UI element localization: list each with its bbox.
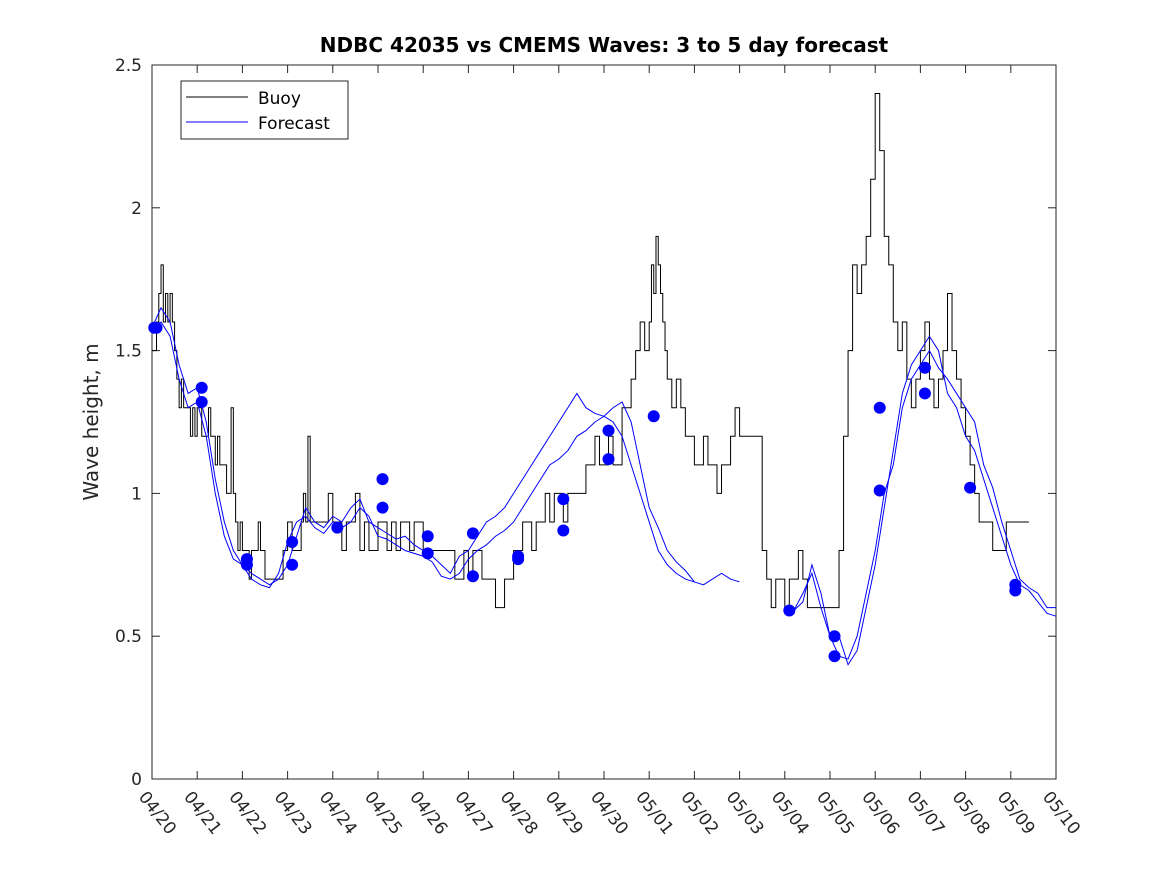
forecast-point-marker	[557, 524, 570, 537]
legend: Buoy Forecast	[180, 80, 349, 140]
legend-box	[180, 80, 349, 140]
forecast-point-marker	[557, 493, 570, 506]
forecast-point-marker	[602, 453, 615, 466]
forecast-point-marker	[828, 630, 841, 643]
forecast-point-marker	[195, 381, 208, 394]
forecast-point-marker	[466, 527, 479, 540]
forecast-point-marker	[873, 484, 886, 497]
forecast-point-marker	[918, 361, 931, 374]
forecast-point-marker	[195, 396, 208, 409]
forecast-point-marker	[918, 387, 931, 400]
forecast-point-marker	[421, 530, 434, 543]
forecast-point-marker	[331, 521, 344, 534]
y-tick-label: 2	[131, 199, 142, 219]
forecast-point-marker	[466, 570, 479, 583]
chart-title: NDBC 42035 vs CMEMS Waves: 3 to 5 day fo…	[320, 33, 889, 57]
y-tick-label: 2.5	[115, 56, 142, 76]
forecast-point-marker	[240, 558, 253, 571]
forecast-run-line-1	[151, 306, 740, 586]
forecast-point-marker	[376, 473, 389, 486]
y-axis: 0 0.5 1 1.5 2 2.5	[115, 56, 1056, 790]
forecast-point-marker	[376, 501, 389, 514]
forecast-point-marker	[421, 547, 434, 560]
forecast-point-marker	[286, 558, 299, 571]
forecast-point-marker	[150, 321, 163, 334]
forecast-point-marker	[512, 553, 525, 566]
y-tick-label: 1.5	[115, 342, 142, 362]
buoy-series-line	[152, 93, 1029, 609]
forecast-point-marker	[286, 535, 299, 548]
plot-area	[151, 64, 1057, 780]
forecast-point-marker	[602, 424, 615, 437]
y-axis-label: Wave height, m	[79, 343, 103, 500]
forecast-point-marker	[647, 410, 660, 423]
legend-forecast-label: Forecast	[258, 114, 330, 134]
forecast-point-marker	[1009, 584, 1022, 597]
forecast-point-marker	[783, 604, 796, 617]
y-tick-label: 0	[131, 770, 142, 790]
forecast-point-marker	[964, 481, 977, 494]
legend-buoy-label: Buoy	[258, 89, 301, 109]
y-tick-label: 1	[131, 484, 142, 504]
forecast-point-marker	[828, 650, 841, 663]
series-layer	[148, 93, 1057, 666]
y-tick-label: 0.5	[115, 627, 142, 647]
forecast-point-marker	[873, 401, 886, 414]
